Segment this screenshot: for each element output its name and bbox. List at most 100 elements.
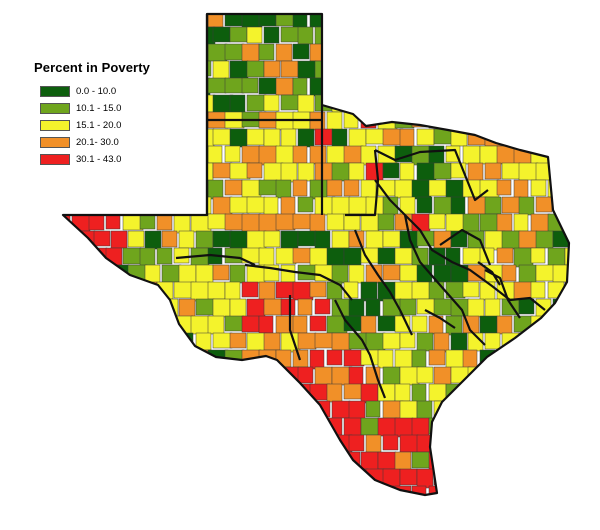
county [195,264,214,284]
legend-title: Percent in Poverty [34,60,150,75]
county [394,77,411,97]
county [360,485,379,495]
county [195,400,217,421]
county [518,26,539,47]
county [263,162,284,182]
county [518,366,534,387]
county [139,179,157,199]
county [518,128,535,146]
county [535,468,553,488]
county [224,77,245,94]
county [178,230,195,249]
county [258,43,275,61]
county [241,77,259,94]
county [309,417,326,434]
county [258,383,274,401]
county [365,26,383,43]
county [513,451,529,471]
legend-swatch-5 [40,154,70,165]
county [462,213,480,234]
county [63,264,78,284]
county [258,14,277,27]
county [479,77,496,95]
county [479,14,501,30]
legend-label-4: 20.1- 30.0 [76,137,119,148]
county [501,468,520,486]
county [479,383,498,403]
county [564,383,569,404]
county [71,349,92,368]
county [207,77,227,94]
county [365,332,386,352]
county [292,213,313,230]
county [212,298,231,318]
county [280,128,297,148]
county [156,14,175,28]
county [348,434,365,452]
county [212,264,230,281]
county [484,162,502,180]
county [76,400,96,420]
county [173,349,189,370]
county [547,247,566,267]
legend-swatch-1 [40,86,70,97]
county [229,332,247,349]
county [462,281,480,298]
county [76,332,93,350]
county [331,230,350,249]
county [280,196,296,216]
county [377,77,395,96]
county [309,349,325,370]
county [246,26,263,44]
county [343,247,362,266]
county [93,332,113,351]
county [547,111,569,129]
county [382,60,399,77]
county [564,247,569,266]
county [195,230,214,249]
county [518,196,535,216]
county [518,434,534,454]
county [309,77,329,97]
county [275,77,294,96]
county [535,26,557,46]
county [416,60,435,81]
county [246,434,262,452]
county [212,196,233,217]
county [530,111,549,131]
county [513,111,529,130]
county [110,468,129,487]
county [224,43,245,61]
county [360,145,377,166]
county [207,451,228,469]
county [360,14,379,26]
county [195,26,216,46]
county [348,162,365,181]
county [139,43,158,61]
county [360,281,378,302]
county [331,468,350,487]
county [224,485,241,495]
county [63,485,74,495]
county [513,43,530,64]
county [326,383,343,403]
county [144,468,161,486]
county [173,179,194,198]
county [224,281,241,301]
legend-label-3: 15.1 - 20.0 [76,120,122,131]
county [496,43,514,61]
county [365,298,381,317]
county [331,332,352,351]
county [280,400,302,420]
county [445,77,462,96]
county [513,77,531,97]
county [127,298,148,316]
county [63,349,74,367]
county [348,400,366,420]
county [309,247,329,267]
county [139,485,157,495]
county [433,332,450,353]
county [450,366,471,384]
county [484,366,502,387]
county [314,298,331,315]
